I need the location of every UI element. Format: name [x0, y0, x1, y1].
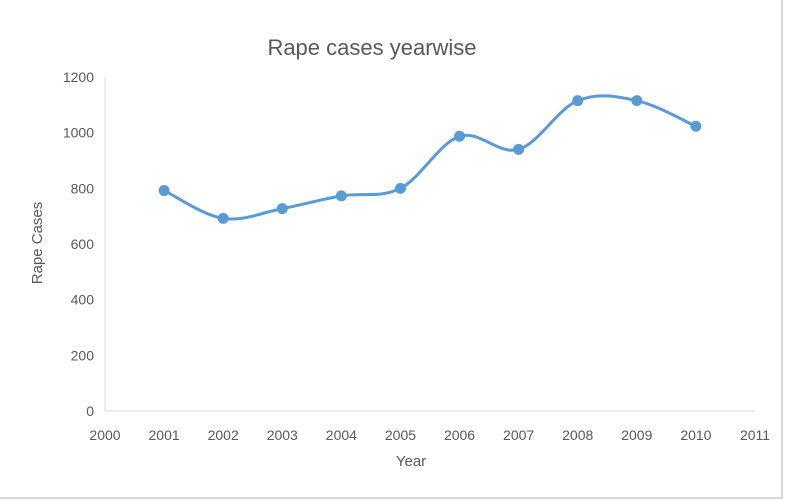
x-tick-label: 2010 — [680, 427, 711, 443]
x-tick-label: 2000 — [89, 427, 120, 443]
x-tick-label: 2002 — [208, 427, 239, 443]
data-point — [631, 95, 643, 107]
data-point — [690, 120, 702, 132]
x-tick-label: 2003 — [267, 427, 298, 443]
chart-title: Rape cases yearwise — [267, 35, 476, 60]
x-tick-label: 2001 — [149, 427, 180, 443]
x-tick-label: 2009 — [621, 427, 652, 443]
x-tick-label: 2011 — [740, 427, 770, 443]
axes — [104, 77, 755, 412]
x-tick-label: 2008 — [562, 427, 593, 443]
data-points — [158, 95, 702, 224]
x-tick-labels: 2000 2001 2002 2003 2004 2005 2006 2007 2008 2009… — [89, 427, 770, 443]
x-axis-label: Year — [396, 453, 426, 470]
data-point — [394, 182, 406, 194]
y-tick-label: 200 — [71, 347, 95, 363]
data-point — [158, 185, 170, 197]
x-tick-label: 2007 — [503, 427, 534, 443]
y-tick-labels: 0 200 400 600 800 1000 1200 — [63, 69, 94, 419]
data-point — [335, 190, 347, 202]
y-tick-label: 600 — [71, 236, 95, 252]
data-point — [513, 143, 525, 155]
x-tick-label: 2004 — [326, 427, 357, 443]
y-tick-label: 1000 — [63, 125, 94, 141]
x-tick-label: 2005 — [385, 427, 416, 443]
data-point — [454, 130, 466, 142]
y-axis-label: Rape Cases — [29, 202, 46, 285]
y-tick-label: 0 — [86, 403, 94, 419]
data-point — [276, 203, 288, 215]
data-point — [217, 212, 229, 224]
series-line — [163, 94, 697, 221]
y-tick-label: 1200 — [63, 69, 94, 85]
x-tick-label: 2006 — [444, 427, 475, 443]
data-point — [572, 95, 584, 107]
y-tick-label: 400 — [71, 292, 95, 308]
y-tick-label: 800 — [71, 180, 95, 196]
